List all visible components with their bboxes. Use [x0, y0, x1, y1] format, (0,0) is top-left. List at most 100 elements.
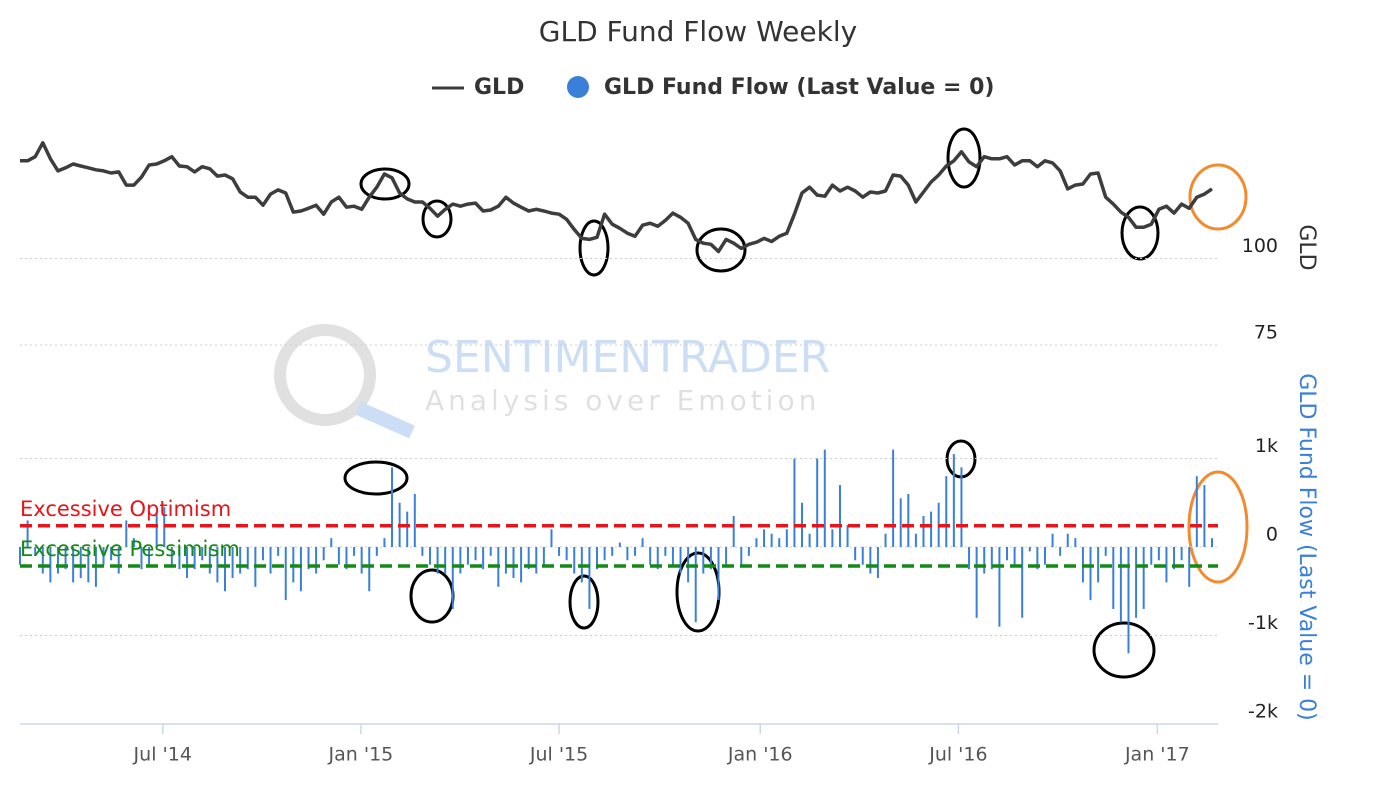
flow-bar [246, 547, 249, 570]
flow-bar [633, 547, 636, 556]
y-tick-label: 0 [1266, 524, 1278, 546]
flow-bar [330, 538, 333, 547]
flow-bar [337, 547, 340, 565]
flow-bar [694, 547, 697, 623]
flow-bar [990, 547, 993, 570]
flow-bar [671, 547, 674, 565]
flow-bar [110, 547, 113, 561]
x-tick-label: Jan '15 [328, 744, 394, 766]
flow-bar [975, 547, 978, 618]
flow-bar [922, 516, 925, 547]
flow-bar [831, 529, 834, 547]
flow-bar [307, 547, 310, 570]
flow-bar [1051, 533, 1054, 547]
flow-bar [87, 547, 90, 583]
x-tick-label: Jan '16 [727, 744, 793, 766]
flow-bar [1173, 547, 1176, 570]
flow-bar [550, 529, 553, 547]
flow-bar [747, 547, 750, 556]
flow-bar [1135, 547, 1138, 618]
flow-bar [277, 547, 280, 556]
flow-bar [717, 547, 720, 601]
flow-bar [193, 547, 196, 570]
flow-bar [444, 547, 447, 574]
flow-bar [1127, 547, 1130, 654]
flow-bar [603, 547, 606, 561]
flow-bar [952, 454, 955, 547]
flow-bar [1021, 547, 1024, 618]
reference-label: Excessive Pessimism [20, 537, 240, 561]
flow-bar [854, 547, 857, 561]
flow-bar [375, 547, 378, 556]
flow-bar [542, 547, 545, 565]
y-axis-title: GLD Fund Flow (Last Value = 0) [1294, 373, 1319, 721]
flow-bar [1066, 533, 1069, 547]
flow-bar [421, 547, 424, 556]
flow-bar [763, 529, 766, 547]
flow-bar [223, 547, 226, 592]
flow-bar [1028, 547, 1031, 552]
flow-bar [132, 538, 135, 547]
flow-bar [391, 467, 394, 547]
flow-bar [489, 547, 492, 556]
flow-bar [618, 542, 621, 547]
flow-bar [466, 547, 469, 565]
flow-bar [1043, 547, 1046, 565]
flow-bar [892, 449, 895, 547]
flow-bar [770, 533, 773, 547]
flow-bar [231, 547, 234, 578]
flow-bar [1104, 547, 1107, 556]
flow-bar [512, 547, 515, 578]
annotation-ellipse [343, 460, 409, 496]
flow-bar [558, 547, 561, 556]
flow-bar [26, 520, 29, 547]
flow-bar [899, 498, 902, 547]
watermark-logo [355, 401, 415, 439]
flow-bar [1119, 547, 1122, 623]
flow-bar [1097, 547, 1100, 583]
flow-bar [41, 547, 44, 574]
flow-bar [459, 547, 462, 574]
flow-bar [527, 547, 530, 570]
flow-bar [914, 533, 917, 547]
flow-bar [102, 547, 105, 565]
flow-bar [261, 547, 264, 561]
flow-bar [907, 493, 910, 547]
flow-bar [284, 547, 287, 601]
flow-bar [565, 547, 568, 561]
flow-bar [1195, 476, 1198, 547]
flow-bar [656, 547, 659, 570]
flow-bar [19, 547, 21, 565]
flow-bar [945, 476, 948, 547]
gld-line [20, 141, 1213, 254]
annotation-ellipse [578, 219, 610, 277]
flow-bar [709, 547, 712, 570]
flow-bar [816, 458, 819, 547]
legend-label: GLD Fund Flow (Last Value = 0) [604, 75, 994, 100]
y-axis-title: GLD [1294, 224, 1319, 270]
flow-bar [79, 547, 82, 578]
flow-bar [170, 547, 173, 565]
annotation-ellipse [421, 199, 453, 239]
flow-bar [383, 538, 386, 547]
flow-bar [611, 547, 614, 556]
flow-bar [436, 547, 439, 574]
flow-bar [1112, 547, 1115, 609]
flow-bar [1006, 547, 1009, 561]
y-tick-label: -1k [1248, 612, 1278, 634]
flow-bar [1089, 547, 1092, 601]
legend-label: GLD [474, 75, 524, 100]
flow-bar [755, 538, 758, 547]
y-tick-label: -2k [1248, 701, 1278, 723]
flow-bar [641, 538, 644, 547]
flow-bar [178, 547, 181, 570]
annotation-ellipse [1120, 205, 1160, 261]
annotation-ellipse [1187, 470, 1249, 584]
flow-bar [155, 511, 158, 547]
flow-bar [504, 547, 507, 574]
chart-title: GLD Fund Flow Weekly [539, 15, 857, 48]
flow-bar [315, 547, 318, 574]
flow-bar [823, 449, 826, 547]
y-tick-label: 100 [1242, 235, 1278, 257]
watermark-title: SENTIMENTRADER [425, 332, 830, 383]
